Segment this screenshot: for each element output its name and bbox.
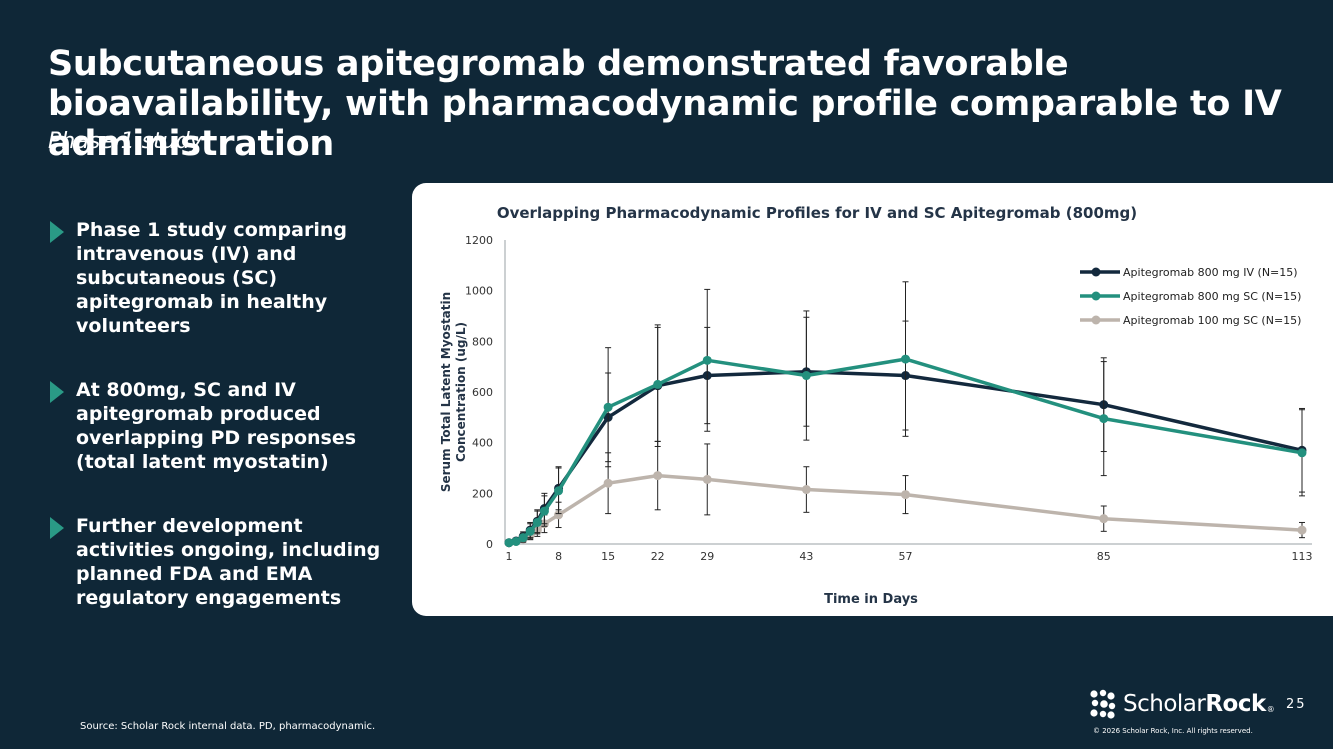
triangle-bullet-icon [50,517,64,539]
series-2-point [801,485,811,495]
bullet-item: Phase 1 study comparing intravenous (IV)… [48,218,388,338]
series-1-point [554,486,564,496]
x-tick-label: 57 [899,550,913,563]
page-number: 25 [1286,697,1307,712]
series-1-point [511,536,521,546]
slide-title: Subcutaneous apitegromab demonstrated fa… [48,44,1282,164]
series-2-point [1297,525,1307,535]
y-axis-label-line: Concentration (ug/L) [454,322,468,462]
legend-swatch-point [1091,267,1101,277]
legend-label: Apitegromab 100 mg SC (N=15) [1123,314,1301,327]
y-tick-label: 400 [472,437,493,450]
x-tick-label: 29 [700,550,714,563]
series-1-point [1099,414,1109,424]
y-tick-label: 600 [472,386,493,399]
copyright: © 2026 Scholar Rock, Inc. All rights res… [1093,727,1253,735]
triangle-bullet-icon [50,381,64,403]
series-2-point [653,471,663,481]
bullet-text: At 800mg, SC and IV apitegromab produced… [76,379,357,473]
source-note: Source: Scholar Rock internal data. PD, … [80,721,376,732]
bullet-item: At 800mg, SC and IV apitegromab produced… [48,378,388,474]
series-2-point [702,474,712,484]
y-axis-label-line: Serum Total Latent Myostatin [439,292,453,492]
y-tick-label: 800 [472,335,493,348]
series-2-point [1099,514,1109,524]
series-1-point [525,526,535,536]
series-1-point [532,517,542,527]
triangle-bullet-icon [50,221,64,243]
series-1-point [653,379,663,389]
bullet-list: Phase 1 study comparing intravenous (IV)… [48,218,388,650]
chart-card: Overlapping Pharmacodynamic Profiles for… [412,183,1333,616]
series-1-point [1297,448,1307,458]
legend-label: Apitegromab 800 mg SC (N=15) [1123,290,1301,303]
x-tick-label: 43 [799,550,813,563]
x-axis-label: Time in Days [824,592,918,607]
x-tick-label: 113 [1292,550,1313,563]
x-tick-label: 8 [555,550,562,563]
series-1-point [504,538,514,548]
series-2-point [554,510,564,520]
x-tick-label: 22 [651,550,665,563]
legend-label: Apitegromab 800 mg IV (N=15) [1123,266,1298,279]
y-tick-label: 0 [486,538,493,551]
series-2-point [603,478,613,488]
series-1-point [539,506,549,516]
series-1-point [603,402,613,412]
bullet-text: Further development activities ongoing, … [76,515,381,609]
y-axis-label: Serum Total Latent MyostatinConcentratio… [439,292,468,492]
scholar-rock-logo: ScholarRock ® [1089,688,1275,720]
x-tick-label: 85 [1097,550,1111,563]
series-1-point [518,533,528,543]
y-tick-label: 1000 [465,285,493,298]
logo-wordmark: ScholarRock [1123,691,1266,717]
y-tick-label: 200 [472,487,493,500]
series-2-point [901,490,910,500]
legend-swatch-point [1091,291,1101,301]
x-tick-label: 1 [506,550,513,563]
logo-trademark: ® [1266,704,1275,714]
chart-title: Overlapping Pharmacodynamic Profiles for… [497,204,1137,222]
y-tick-label: 1200 [465,234,493,247]
legend-swatch-point [1091,315,1101,325]
slide-subtitle: Phase 1 study [48,129,203,154]
scholar-rock-mark-icon [1090,689,1116,719]
x-tick-label: 15 [601,550,615,563]
bullet-item: Further development activities ongoing, … [48,514,388,610]
series-1-point [702,355,712,365]
bullet-text: Phase 1 study comparing intravenous (IV)… [76,219,347,337]
pd-line-chart: Overlapping Pharmacodynamic Profiles for… [439,204,1313,607]
series-1-point [801,371,811,381]
series-1-point [901,354,910,364]
